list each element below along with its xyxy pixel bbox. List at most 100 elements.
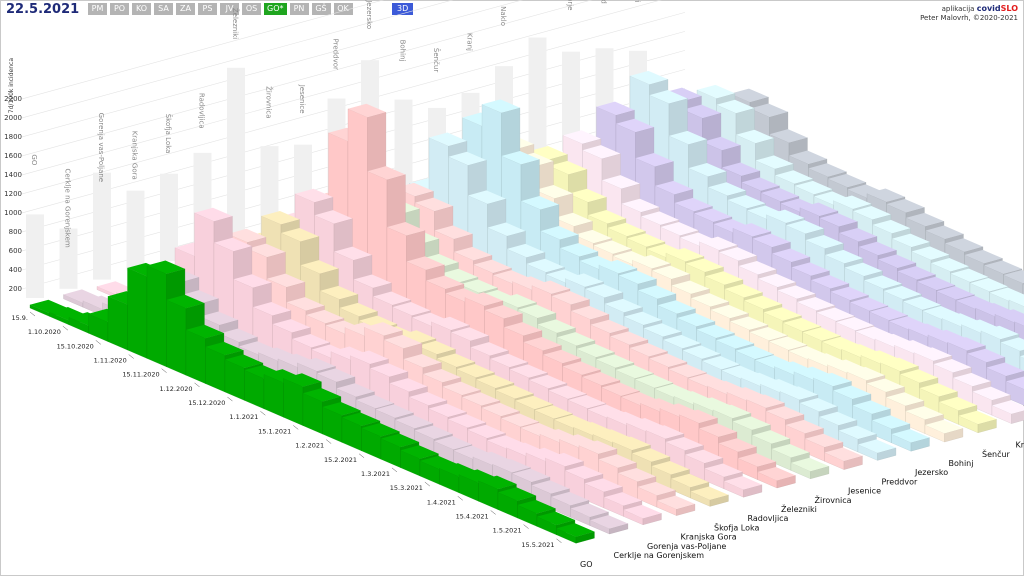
- tab-2[interactable]: KO: [132, 3, 151, 15]
- bar: [556, 523, 595, 544]
- series-label: Cerklje na Gorenjskem: [614, 551, 705, 560]
- date-tick-label: 15.10.2020: [57, 342, 94, 350]
- date-tick: [457, 496, 463, 501]
- date-tick: [523, 524, 529, 529]
- bar: [857, 439, 897, 461]
- wall-series-label: Bled: [600, 0, 608, 4]
- wall-profile: [93, 172, 111, 280]
- y-gridline: [21, 0, 593, 157]
- tab-9[interactable]: PN: [289, 3, 309, 15]
- date-tick-label: 1.3.2021: [361, 470, 390, 478]
- y-tick-label: 200: [9, 285, 22, 293]
- bar: [924, 419, 964, 443]
- tab-3[interactable]: SA: [154, 3, 173, 15]
- bar: [623, 504, 662, 526]
- bar: [723, 476, 763, 498]
- date-tick: [358, 453, 365, 458]
- tab-6[interactable]: JV: [220, 3, 239, 15]
- date-tick: [490, 510, 496, 515]
- series-label: Gorenja vas-Poljane: [647, 542, 726, 551]
- tab-10[interactable]: GŠ: [311, 3, 331, 15]
- date-tick: [29, 311, 36, 317]
- series-label: Kranj: [1016, 441, 1024, 450]
- y-gridline: [21, 0, 454, 119]
- series-label: Škofja Loka: [714, 521, 760, 532]
- y-tick-label: 1600: [4, 152, 22, 160]
- date-tick-label: 1.10.2020: [28, 328, 61, 336]
- tab-4[interactable]: ZA: [176, 3, 195, 15]
- date-tick-label: 15.1.2021: [258, 427, 291, 435]
- wall-series-label: Cerklje na Gorenjskem: [64, 169, 72, 248]
- date-tick: [424, 481, 431, 487]
- bar: [891, 429, 930, 452]
- date-tick: [326, 439, 332, 444]
- series-label: Železniki: [781, 503, 817, 514]
- date-tick: [556, 538, 562, 543]
- date-tick-label: 15.9.: [11, 314, 28, 322]
- wall-profile: [562, 51, 580, 151]
- series-label: Radovljica: [748, 514, 789, 523]
- bar: [589, 515, 629, 535]
- wall-profile: [160, 173, 178, 262]
- wall-profile: [227, 67, 245, 243]
- wall-series-label: GO: [30, 154, 38, 165]
- wall-series-label: Žiri: [633, 0, 642, 2]
- wall-series-label: Radovljica: [198, 93, 206, 129]
- series-label: Preddvor: [882, 477, 919, 486]
- series-label: Šenčur: [982, 448, 1011, 459]
- wall-series-label: Gorje: [566, 0, 574, 10]
- series-label: Jezersko: [914, 468, 948, 477]
- wall-series-label: Škofja Loka: [164, 114, 173, 154]
- date-tick-label: 15.5.2021: [521, 541, 554, 549]
- date-tick-label: 1.1.2021: [229, 413, 258, 421]
- y-gridline: [21, 0, 524, 138]
- date-tick-label: 15.4.2021: [456, 512, 489, 520]
- brand-slo: SLO: [1000, 4, 1018, 13]
- y-tick-label: 600: [9, 247, 22, 255]
- credit-prefix: aplikacija: [941, 5, 975, 13]
- date-tick-label: 1.2.2021: [295, 442, 324, 450]
- date-tick-label: 15.11.2020: [122, 371, 159, 379]
- date-tick-label: 1.11.2020: [94, 357, 127, 365]
- date-tick: [260, 411, 266, 416]
- author-credit: Peter Malovrh, ©2020-2021: [920, 14, 1018, 22]
- y-tick-label: 800: [9, 228, 22, 236]
- series-0: [29, 260, 595, 544]
- tab-0[interactable]: PM: [88, 3, 107, 15]
- wall-series-label: Šenčur: [432, 48, 441, 72]
- wall-series-label: Kranj: [466, 33, 474, 51]
- date-tick: [227, 396, 233, 402]
- y-gridline: [21, 0, 662, 176]
- date-tick-label: 15.12.2020: [188, 399, 225, 407]
- wall-profile: [528, 37, 547, 160]
- date-tick-label: 15.2.2021: [324, 456, 357, 464]
- bar: [757, 466, 796, 489]
- series-label: Bohinj: [949, 459, 974, 468]
- wall-series-label: Jezersko: [365, 0, 373, 29]
- y-gridline: [21, 12, 686, 195]
- wall-series-label: Bohinj: [399, 40, 407, 62]
- date-tick: [194, 382, 200, 388]
- wall-series-label: Naklo: [499, 6, 507, 26]
- y-tick-label: 2200: [4, 95, 22, 103]
- date-tick-label: 1.5.2021: [493, 527, 522, 535]
- current-date: 22.5.2021: [6, 2, 80, 17]
- tab-7[interactable]: OS: [242, 3, 261, 15]
- y-tick-label: 1800: [4, 133, 22, 141]
- wall-series-label: Kranjska Gora: [131, 131, 139, 180]
- date-tick: [161, 368, 167, 373]
- series-label: Žirovnica: [815, 494, 852, 505]
- tab-8[interactable]: GO*: [264, 3, 287, 15]
- app-credit: aplikacija covidSLO Peter Malovrh, ©2020…: [920, 4, 1018, 23]
- y-tick-label: 400: [9, 266, 22, 274]
- date-tick: [128, 354, 134, 359]
- wall-profile: [59, 228, 78, 289]
- series-label: Jesenice: [847, 487, 881, 496]
- tab-5[interactable]: PS: [198, 3, 217, 15]
- bars: [29, 70, 1024, 544]
- tab-1[interactable]: PO: [110, 3, 129, 15]
- wall-profile: [26, 214, 44, 298]
- y-tick-label: 1400: [4, 171, 22, 179]
